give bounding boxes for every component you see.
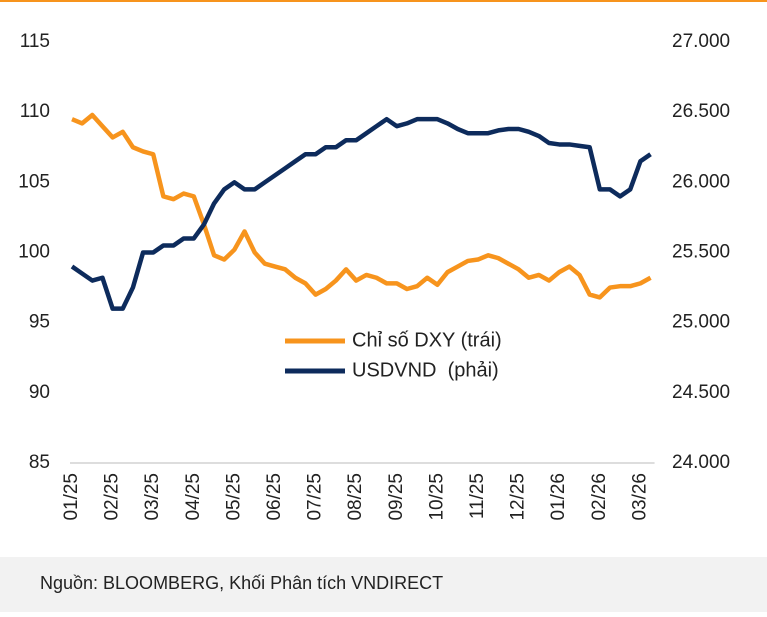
y-tick-label: 105: [18, 171, 50, 192]
source: Nguồn: BLOOMBERG, Khối Phân tích VNDIREC…: [40, 573, 443, 593]
y-tick-label: 85: [29, 452, 50, 473]
y2-tick-label: 24.500: [672, 382, 730, 403]
y-tick-label: 90: [29, 382, 50, 403]
x-tick-label: 06/25: [264, 473, 285, 521]
x-tick-label: 01/26: [548, 473, 569, 521]
line-series: [71, 112, 652, 300]
x-tick-label: 02/25: [102, 473, 123, 521]
y2-tick-label: 24.000: [672, 452, 730, 473]
y2-tick-label: 25.500: [672, 242, 730, 263]
x-tick-label: 05/25: [223, 473, 244, 521]
x-tick-label: 03/26: [629, 473, 650, 521]
x-tick-label: 03/25: [142, 473, 163, 521]
x-tick-label: 04/25: [183, 473, 204, 521]
line-series: [70, 116, 652, 311]
x-tick-label: 11/25: [467, 473, 488, 519]
y2-tick-label: 26.500: [672, 101, 730, 122]
x-tick-label: 07/25: [305, 473, 326, 521]
legend-label: Chỉ số DXY (trái): [352, 329, 502, 351]
footer-bg: [0, 557, 767, 612]
y-tick-label: 100: [18, 242, 50, 263]
y-tick-label: 95: [29, 312, 50, 333]
y-tick-label: 115: [20, 31, 50, 52]
y-tick-label: 110: [20, 101, 50, 122]
x-tick-label: 02/26: [589, 473, 610, 521]
x-tick-label: 12/25: [508, 473, 529, 521]
x-tick-label: 01/25: [61, 473, 82, 521]
top-border: [0, 0, 767, 2]
y2-tick-label: 27.000: [672, 31, 730, 52]
x-tick-label: 09/25: [386, 473, 407, 521]
y2-tick-label: 25.000: [672, 312, 730, 333]
x-tick-label: 08/25: [345, 473, 366, 521]
x-tick-label: 10/25: [426, 473, 447, 521]
legend-label: USDVND (phải): [352, 359, 499, 381]
y2-tick-label: 26.000: [672, 171, 730, 192]
